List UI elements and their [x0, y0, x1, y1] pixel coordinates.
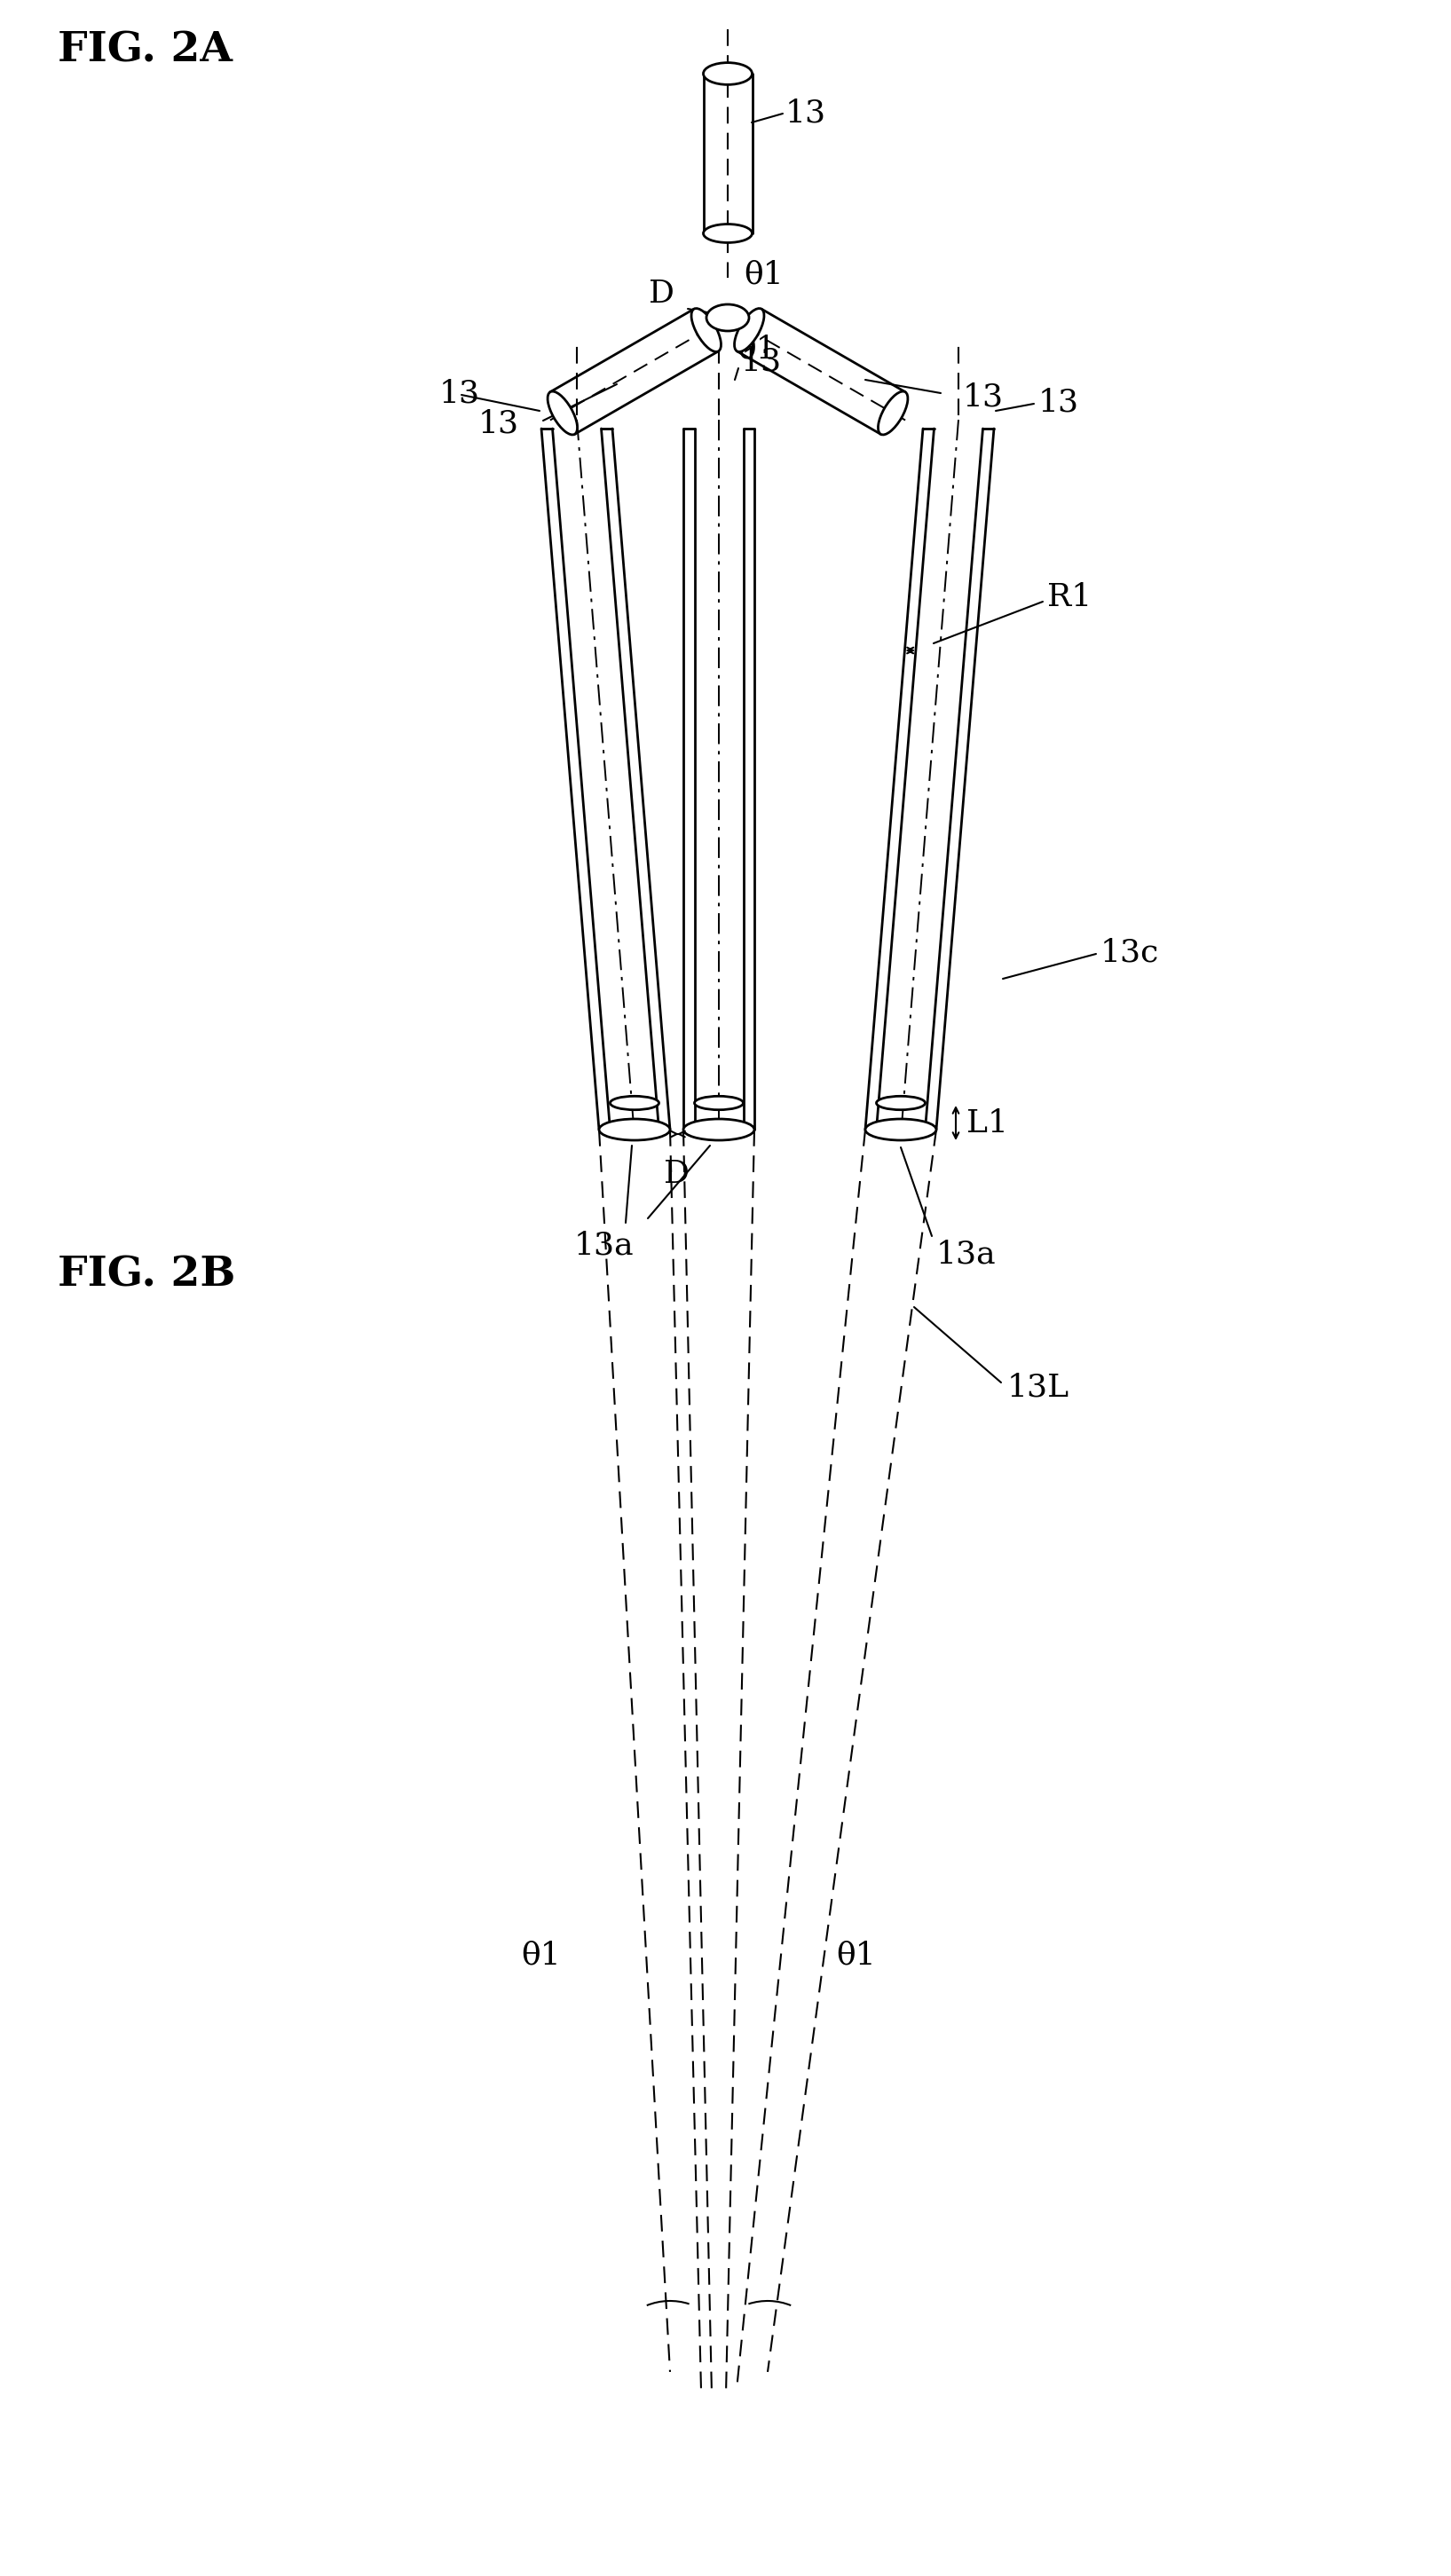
Ellipse shape [704, 62, 752, 85]
Text: D: D [663, 1159, 689, 1190]
Text: R1: R1 [1048, 582, 1091, 613]
Text: θ1: θ1 [737, 335, 776, 363]
Text: 13a: 13a [573, 1229, 634, 1260]
Ellipse shape [704, 224, 752, 242]
Text: FIG. 2A: FIG. 2A [58, 28, 232, 70]
Ellipse shape [599, 1118, 670, 1141]
Text: θ1: θ1 [521, 1940, 562, 1971]
Text: 13: 13 [440, 379, 480, 407]
Text: 13c: 13c [1100, 938, 1159, 966]
Ellipse shape [547, 392, 577, 435]
Text: 13: 13 [479, 410, 519, 440]
Text: 13: 13 [963, 381, 1004, 412]
Text: D: D [649, 278, 675, 309]
Ellipse shape [683, 1118, 755, 1141]
Ellipse shape [695, 1097, 743, 1110]
Text: 13: 13 [741, 348, 782, 376]
Ellipse shape [878, 392, 908, 435]
Ellipse shape [691, 309, 721, 353]
Text: FIG. 2B: FIG. 2B [58, 1255, 235, 1296]
Text: θ1: θ1 [837, 1940, 876, 1971]
Text: 13L: 13L [1007, 1373, 1069, 1401]
Ellipse shape [609, 1097, 659, 1110]
Ellipse shape [734, 309, 765, 353]
Text: 13: 13 [1039, 386, 1080, 417]
Ellipse shape [865, 1118, 936, 1141]
Text: 13a: 13a [936, 1239, 997, 1270]
Text: L1: L1 [966, 1108, 1008, 1139]
Text: θ1: θ1 [744, 260, 784, 291]
Ellipse shape [707, 304, 749, 330]
Text: 13: 13 [785, 98, 826, 129]
Ellipse shape [876, 1097, 926, 1110]
